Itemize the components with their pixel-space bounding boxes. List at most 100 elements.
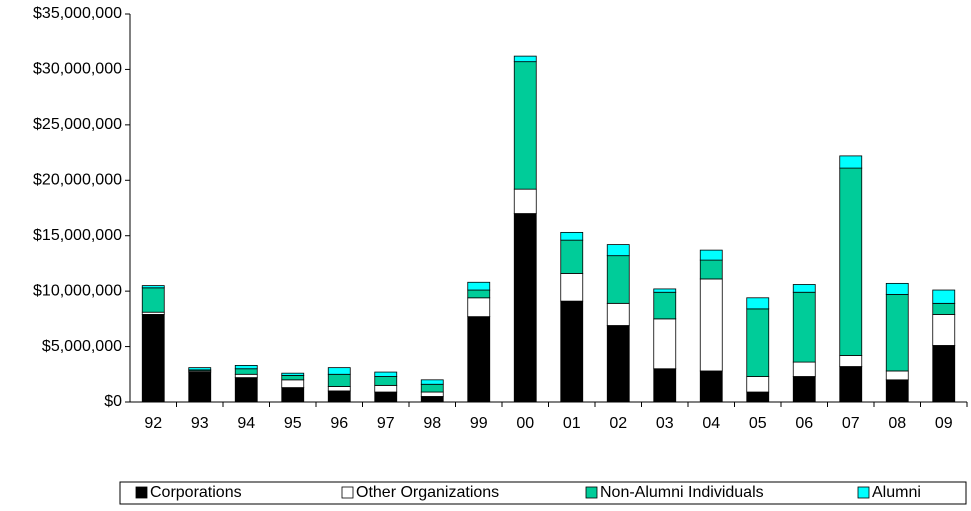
x-tick-label: 08 [888, 415, 906, 432]
bar-segment [513, 213, 537, 403]
bar-segment [467, 297, 491, 318]
bar-segment [141, 314, 165, 403]
bar-segment [467, 316, 491, 403]
bar-segment [792, 361, 816, 377]
bar-segment [374, 376, 398, 386]
bar-segment [932, 345, 956, 403]
x-tick-label: 06 [795, 415, 813, 432]
bar-segment [699, 249, 723, 261]
x-tick-label: 01 [563, 415, 581, 432]
bar-segment [281, 387, 305, 403]
bar-segment [885, 370, 909, 381]
bar-segment [653, 368, 677, 403]
bar-segment [746, 308, 770, 377]
bar-segment [327, 390, 351, 403]
bar-segment [606, 302, 630, 326]
bar-segment [606, 244, 630, 257]
bar-segment [746, 297, 770, 310]
bar-segment [560, 273, 584, 302]
bar-segment [839, 366, 863, 403]
y-tick-label: $0 [104, 393, 122, 410]
x-tick-label: 07 [842, 415, 860, 432]
bar-segment [513, 61, 537, 190]
bar-segment [560, 300, 584, 403]
legend-swatch [341, 486, 354, 499]
bar-segment [420, 391, 444, 397]
y-tick-label: $25,000,000 [33, 116, 122, 133]
bar-segment [653, 318, 677, 370]
legend-label: Alumni [872, 484, 921, 501]
bar-segment [374, 384, 398, 393]
bar-segment [281, 379, 305, 388]
bar-segment [792, 284, 816, 293]
x-tick-label: 03 [656, 415, 674, 432]
bar-segment [188, 371, 212, 403]
bar-segment [560, 239, 584, 274]
y-tick-label: $35,000,000 [33, 5, 122, 22]
y-tick-label: $10,000,000 [33, 282, 122, 299]
bar-segment [188, 367, 212, 371]
bar-segment [281, 374, 305, 381]
bar-segment [839, 167, 863, 356]
bar-segment [560, 231, 584, 241]
bar-segment [653, 288, 677, 293]
x-tick-label: 99 [470, 415, 488, 432]
bar-segment [699, 370, 723, 403]
legend-box [119, 481, 967, 505]
bar-segment [606, 255, 630, 304]
y-tick-label: $20,000,000 [33, 172, 122, 189]
x-tick-label: 92 [144, 415, 162, 432]
legend-swatch [857, 486, 870, 499]
y-tick-label: $15,000,000 [33, 227, 122, 244]
bar-segment [699, 259, 723, 280]
x-tick-label: 95 [284, 415, 302, 432]
bar-segment [932, 302, 956, 315]
bar-segment [281, 372, 305, 376]
legend-swatch [135, 486, 148, 499]
x-tick-label: 93 [191, 415, 209, 432]
bar-segment [234, 373, 258, 379]
bar-segment [327, 386, 351, 392]
legend-label: Corporations [150, 484, 242, 501]
bar-segment [606, 325, 630, 403]
y-tick-label: $5,000,000 [42, 338, 122, 355]
bar-segment [467, 289, 491, 299]
bar-segment [885, 294, 909, 372]
bar-segment [374, 391, 398, 403]
bar-segment [653, 291, 677, 320]
x-tick-label: 97 [377, 415, 395, 432]
bar-segment [513, 188, 537, 214]
y-tick-label: $30,000,000 [33, 61, 122, 78]
bar-segment [327, 367, 351, 375]
x-tick-label: 05 [749, 415, 767, 432]
bar-segment [234, 365, 258, 370]
bar-segment [141, 285, 165, 289]
bar-segment [234, 368, 258, 375]
bar-segment [792, 376, 816, 403]
legend-label: Non-Alumni Individuals [600, 484, 764, 501]
legend-label: Other Organizations [356, 484, 499, 501]
x-tick-label: 09 [935, 415, 953, 432]
bar-segment [420, 396, 444, 403]
bar-segment [374, 371, 398, 377]
x-tick-label: 98 [423, 415, 441, 432]
bar-segment [839, 155, 863, 169]
x-tick-label: 00 [516, 415, 534, 432]
bar-segment [327, 373, 351, 387]
x-tick-label: 94 [237, 415, 255, 432]
bar-segment [746, 391, 770, 403]
bar-segment [420, 379, 444, 385]
legend-swatch [585, 486, 598, 499]
bar-segment [746, 376, 770, 393]
bar-segment [420, 383, 444, 393]
bar-segment [792, 291, 816, 363]
bar-segment [885, 282, 909, 295]
bar-segment [839, 355, 863, 367]
x-tick-label: 04 [702, 415, 720, 432]
bar-segment [467, 281, 491, 291]
x-tick-label: 96 [330, 415, 348, 432]
bar-segment [885, 379, 909, 403]
bar-segment [234, 377, 258, 403]
bar-segment [141, 287, 165, 313]
